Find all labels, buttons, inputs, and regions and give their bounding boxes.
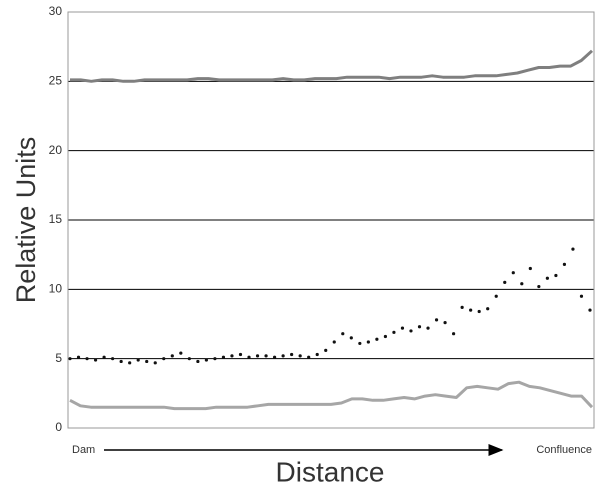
data-point: [520, 282, 524, 286]
data-point: [102, 355, 106, 359]
data-point: [537, 284, 541, 289]
y-axis-label: Relative Units: [11, 137, 41, 304]
data-point: [469, 308, 473, 312]
data-point: [111, 357, 115, 361]
data-point: [375, 337, 379, 341]
data-point: [562, 262, 567, 266]
data-point: [366, 340, 370, 344]
data-point: [272, 355, 277, 359]
data-point: [341, 332, 345, 336]
data-point: [153, 361, 157, 365]
data-point: [221, 355, 226, 359]
y-tick-label: 0: [55, 420, 62, 434]
data-point: [545, 276, 549, 280]
data-point: [358, 341, 362, 346]
data-point: [349, 336, 353, 340]
data-point: [554, 273, 558, 278]
data-point: [460, 305, 464, 309]
data-point: [511, 271, 515, 275]
data-point: [264, 354, 268, 358]
x-start-label: Dam: [72, 444, 95, 456]
data-point: [452, 332, 456, 336]
data-point: [179, 351, 183, 355]
plot-border: [67, 11, 595, 429]
series-line: [70, 49, 594, 83]
data-point: [255, 354, 260, 358]
y-tick-label: 10: [49, 282, 63, 296]
y-tick-label: 25: [49, 74, 63, 88]
data-point: [136, 358, 140, 362]
data-point: [170, 354, 174, 358]
data-point: [332, 340, 336, 344]
data-point: [281, 354, 285, 358]
data-point: [443, 321, 447, 325]
data-point: [409, 329, 413, 333]
data-point: [196, 359, 200, 364]
data-point: [400, 326, 405, 330]
data-point: [230, 354, 234, 358]
data-point: [571, 247, 575, 251]
data-point: [486, 307, 490, 311]
data-point: [528, 266, 532, 271]
x-axis-label: Distance: [276, 456, 385, 487]
data-point: [579, 294, 584, 298]
data-point: [290, 352, 294, 357]
data-point: [503, 280, 507, 284]
data-point: [76, 355, 81, 359]
data-point: [383, 334, 388, 339]
data-point: [417, 325, 422, 329]
data-point: [392, 330, 396, 334]
data-point: [315, 352, 319, 357]
series-line: [69, 380, 594, 411]
data-point: [588, 308, 592, 312]
data-point: [307, 355, 311, 359]
data-point: [204, 358, 208, 362]
data-point: [162, 357, 166, 361]
y-tick-label: 30: [49, 4, 63, 18]
data-point: [426, 326, 430, 330]
data-point: [247, 355, 251, 359]
data-point: [324, 348, 328, 352]
x-end-label: Confluence: [536, 444, 592, 456]
data-point: [434, 318, 439, 322]
y-tick-label: 15: [49, 212, 63, 226]
data-point: [238, 352, 243, 357]
data-point: [298, 354, 302, 358]
data-point: [187, 357, 191, 361]
y-tick-label: 20: [49, 143, 63, 157]
data-point: [494, 294, 498, 298]
data-point: [68, 357, 72, 361]
y-tick-label: 5: [55, 351, 62, 365]
data-point: [85, 357, 89, 361]
data-point: [145, 359, 149, 364]
data-point: [477, 309, 481, 314]
data-point: [93, 358, 98, 362]
data-point: [128, 361, 132, 365]
data-point: [213, 357, 217, 361]
data-point: [119, 359, 123, 364]
